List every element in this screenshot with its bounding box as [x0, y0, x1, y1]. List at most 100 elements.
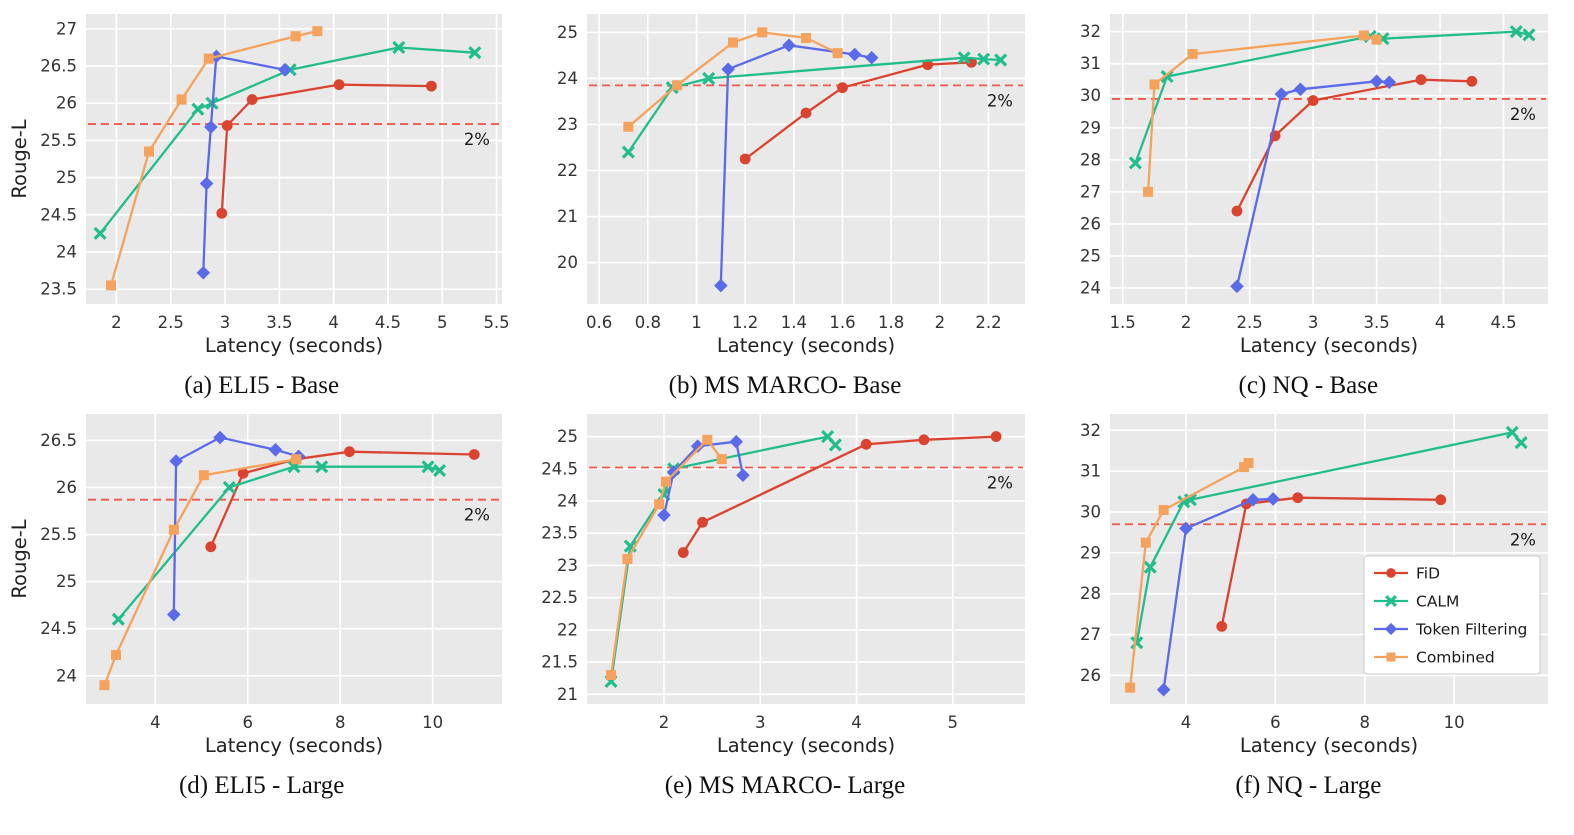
y-tick-label: 25: [1080, 246, 1101, 265]
marker-circle: [343, 445, 355, 457]
y-tick-label: 21: [557, 684, 578, 703]
series-line: [627, 31, 839, 128]
marker-square: [143, 146, 154, 157]
subplot-a: 2 2.5 3 3.5 4 4.5 5 5.5 23.5 24 24.5 25 25.5 26 26.5 27…: [2, 4, 521, 400]
marker-square: [1386, 652, 1396, 661]
legend: FiD CALM Token Filtering Combined: [1363, 555, 1541, 674]
x-tick-label: 10: [422, 713, 443, 732]
y-tick-label: 28: [1080, 584, 1101, 603]
series-calm: [1130, 425, 1529, 649]
y-tick-label: 20: [557, 253, 578, 272]
marker-x: [977, 52, 991, 66]
y-tick-label: 26.5: [40, 430, 77, 449]
gridlines: [85, 413, 502, 704]
gridlines: [586, 413, 1025, 704]
marker-square: [622, 553, 633, 564]
caption-c: (c) NQ - Base: [1238, 372, 1379, 399]
plot-area: [586, 413, 1025, 704]
marker-square: [1243, 457, 1254, 468]
y-tick-label: 32: [1080, 22, 1101, 41]
marker-x: [190, 102, 205, 116]
marker-square: [716, 453, 727, 464]
marker-x: [432, 463, 446, 477]
marker-diamond: [166, 607, 181, 621]
chart-e-canvas: 2 3 4 52121.52222.52323.52424.5252%Latency …: [541, 413, 1025, 757]
x-tick-label: 0.8: [635, 313, 661, 332]
y-tick-label: 24.5: [40, 619, 77, 638]
series-combined: [105, 26, 323, 291]
x-tick-label: 10: [1444, 713, 1465, 732]
marker-x: [1184, 492, 1198, 506]
y-axis-label: Rouge-L: [8, 519, 31, 598]
marker-circle: [1386, 567, 1397, 578]
marker-x: [222, 480, 236, 494]
y-tick-label: 29: [1080, 118, 1101, 137]
marker-circle: [837, 82, 848, 94]
marker-circle: [1435, 493, 1447, 505]
caption-b: (b) MS MARCO- Base: [668, 372, 902, 399]
marker-x: [1506, 425, 1520, 439]
x-tick-label: 5: [437, 313, 448, 332]
caption-e: (e) MS MARCO- Large: [664, 771, 906, 799]
marker-diamond: [782, 38, 796, 53]
series-fid: [739, 56, 977, 165]
marker-square: [176, 94, 187, 105]
y-axis-label: Rouge-L: [8, 119, 31, 198]
y-tick-label: 27: [56, 19, 77, 38]
subplot-d: 4 6 8 10 24 24.5 25 25.5 26 26.5 2% Latency (second…: [2, 404, 521, 800]
legend-label: Combined: [1416, 648, 1495, 666]
marker-square: [660, 476, 671, 487]
chart-f-canvas: 4 6 8 10 26 27 28 29 30 31 32 2% Latency (seconds) Fi…: [1080, 413, 1549, 757]
x-tick-label: 4.5: [374, 313, 400, 332]
marker-diamond: [736, 467, 750, 482]
marker-square: [757, 27, 768, 38]
x-tick-label: 4.5: [1491, 313, 1517, 332]
y-tick-label: 30: [1080, 502, 1101, 521]
chart-c-canvas: 1.5 2 2.5 3 3.5 4 4.5 24 25 26 27 28 29 30 31 32 2% Laten…: [1080, 14, 1549, 357]
y-tick-label: 27: [1080, 182, 1101, 201]
legend-label: CALM: [1416, 592, 1459, 610]
x-tick-label: 4: [1181, 713, 1192, 732]
plot-area: [1110, 14, 1549, 304]
marker-square: [672, 80, 683, 91]
y-tick-label: 22.5: [541, 588, 578, 607]
marker-circle: [800, 107, 812, 119]
marker-circle: [1292, 491, 1304, 503]
marker-square: [1371, 34, 1382, 45]
x-tick-label: 6: [1270, 713, 1281, 732]
x-tick-label: 3: [219, 313, 230, 332]
y-tick-label: 32: [1080, 420, 1101, 439]
series-combined: [1143, 30, 1382, 197]
x-tick-label: 1.4: [781, 313, 807, 332]
plot-area: [85, 14, 502, 304]
tick-labels: 0.6 0.8 1 1.2 1.4 1.6 1.8 2 2.2 20 21 22 23 24 25: [557, 23, 1002, 332]
caption-a: (a) ELI5 - Base: [184, 372, 340, 399]
marker-x: [994, 53, 1008, 67]
y-tick-label: 25: [557, 427, 578, 446]
marker-x: [421, 459, 435, 473]
chart-eli5-base: 2 2.5 3 3.5 4 4.5 5 5.5 23.5 24 24.5 25 25.5 26 26.5 27…: [6, 4, 518, 368]
y-tick-label: 23: [557, 115, 578, 134]
marker-x: [467, 46, 482, 60]
x-tick-label: 2.2: [975, 313, 1001, 332]
marker-circle: [918, 433, 930, 445]
marker-circle: [205, 540, 216, 552]
x-axis-label: Latency (seconds): [717, 334, 895, 357]
marker-circle: [677, 546, 689, 558]
legend-box: [1363, 555, 1541, 674]
x-tick-label: 1.8: [878, 313, 904, 332]
marker-square: [702, 434, 713, 445]
threshold-label: 2%: [1510, 530, 1536, 549]
marker-square: [1359, 30, 1370, 41]
y-tick-label: 31: [1080, 54, 1101, 73]
series-line: [627, 56, 1001, 153]
x-tick-label: 2: [935, 313, 946, 332]
x-tick-label: 2.5: [1237, 313, 1263, 332]
y-tick-label: 31: [1080, 461, 1101, 480]
x-tick-label: 3: [1308, 313, 1319, 332]
marker-x: [391, 40, 406, 54]
series-calm: [93, 40, 482, 240]
x-axis-label: Latency (seconds): [205, 334, 383, 357]
series-combined: [1125, 457, 1254, 693]
